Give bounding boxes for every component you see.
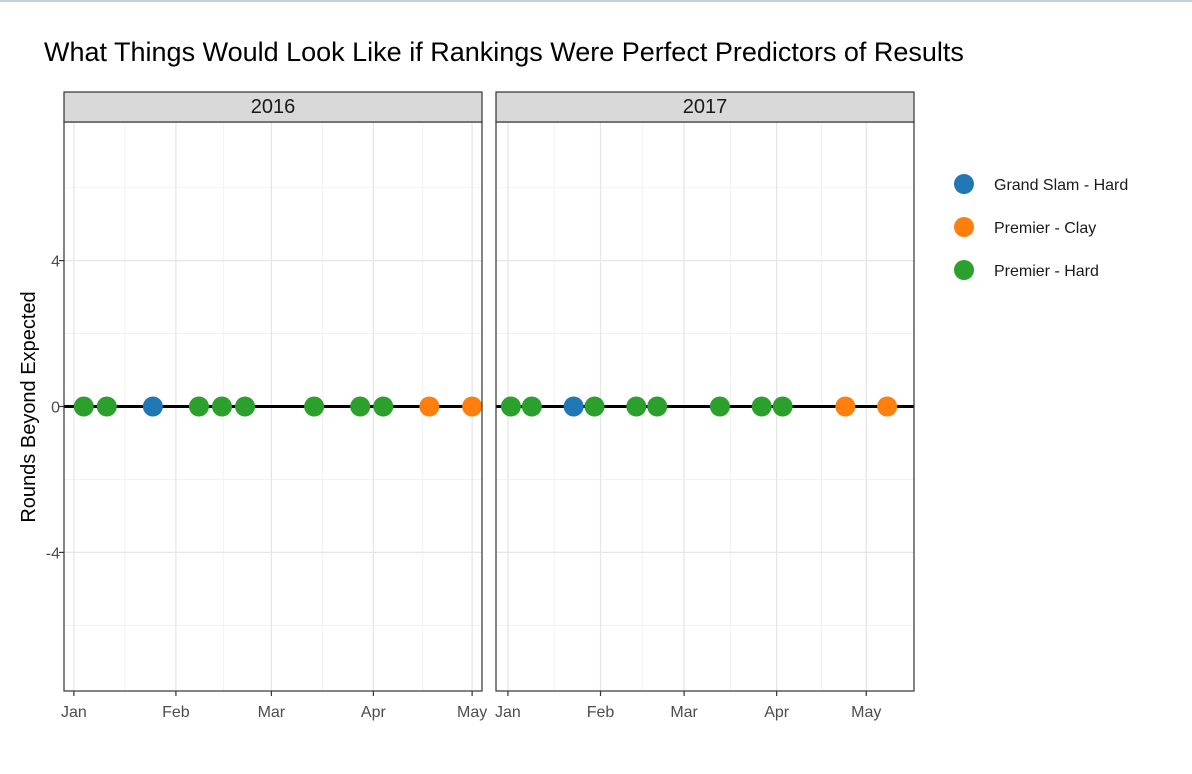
x-tick-label: May xyxy=(457,704,487,721)
facet-strip xyxy=(63,91,483,123)
facet-panel-2017: 2017 Jan Feb Mar Apr May xyxy=(495,91,915,721)
data-point xyxy=(835,396,856,417)
legend-item: Premier - Clay xyxy=(954,217,1096,237)
legend-key xyxy=(954,217,974,237)
chart-title: What Things Would Look Like if Rankings … xyxy=(44,37,964,67)
data-point xyxy=(563,396,584,417)
x-tick-label: Feb xyxy=(162,704,190,721)
data-point xyxy=(350,396,371,417)
legend-label: Grand Slam - Hard xyxy=(994,177,1128,194)
x-tick-label: Feb xyxy=(587,704,615,721)
legend-label: Premier - Hard xyxy=(994,263,1099,280)
data-point xyxy=(142,396,163,417)
data-point xyxy=(772,396,793,417)
data-point xyxy=(373,396,394,417)
facet-strip-label: 2016 xyxy=(251,96,296,118)
x-tick-label: Jan xyxy=(495,704,521,721)
facet-panels: 2016 Jan Feb Mar Apr May 4 0 -4 2017 Jan Feb Mar Apr M… xyxy=(46,91,915,721)
y-axis-label: Rounds Beyond Expected xyxy=(18,291,40,522)
x-tick-label: Apr xyxy=(764,704,790,721)
legend-label: Premier - Clay xyxy=(994,220,1096,237)
legend-key xyxy=(954,174,974,194)
data-point xyxy=(709,396,730,417)
facet-strip-label: 2017 xyxy=(683,96,728,118)
data-point xyxy=(647,396,668,417)
data-point xyxy=(419,396,440,417)
data-point xyxy=(96,396,117,417)
data-point xyxy=(188,396,209,417)
data-point xyxy=(211,396,232,417)
x-tick-label: Jan xyxy=(61,704,87,721)
data-point xyxy=(521,396,542,417)
legend-item: Premier - Hard xyxy=(954,260,1099,280)
data-point xyxy=(73,396,94,417)
x-tick-label: Mar xyxy=(670,704,698,721)
x-tick-label: May xyxy=(851,704,881,721)
data-point xyxy=(877,396,898,417)
y-tick-label: 0 xyxy=(51,400,60,417)
data-point xyxy=(751,396,772,417)
top-border xyxy=(0,0,1192,2)
facet-strip xyxy=(495,91,915,123)
data-point xyxy=(626,396,647,417)
legend-key xyxy=(954,260,974,280)
data-point xyxy=(584,396,605,417)
data-point xyxy=(500,396,521,417)
facet-panel-2016: 2016 Jan Feb Mar Apr May 4 0 -4 xyxy=(46,91,487,721)
data-point xyxy=(235,396,256,417)
legend: Grand Slam - Hard Premier - Clay Premier -… xyxy=(954,174,1128,280)
data-point xyxy=(304,396,325,417)
y-tick-label: 4 xyxy=(51,254,60,271)
legend-item: Grand Slam - Hard xyxy=(954,174,1128,194)
x-tick-label: Apr xyxy=(361,704,387,721)
x-tick-label: Mar xyxy=(258,704,286,721)
y-tick-label: -4 xyxy=(46,545,60,562)
data-point xyxy=(462,396,483,417)
